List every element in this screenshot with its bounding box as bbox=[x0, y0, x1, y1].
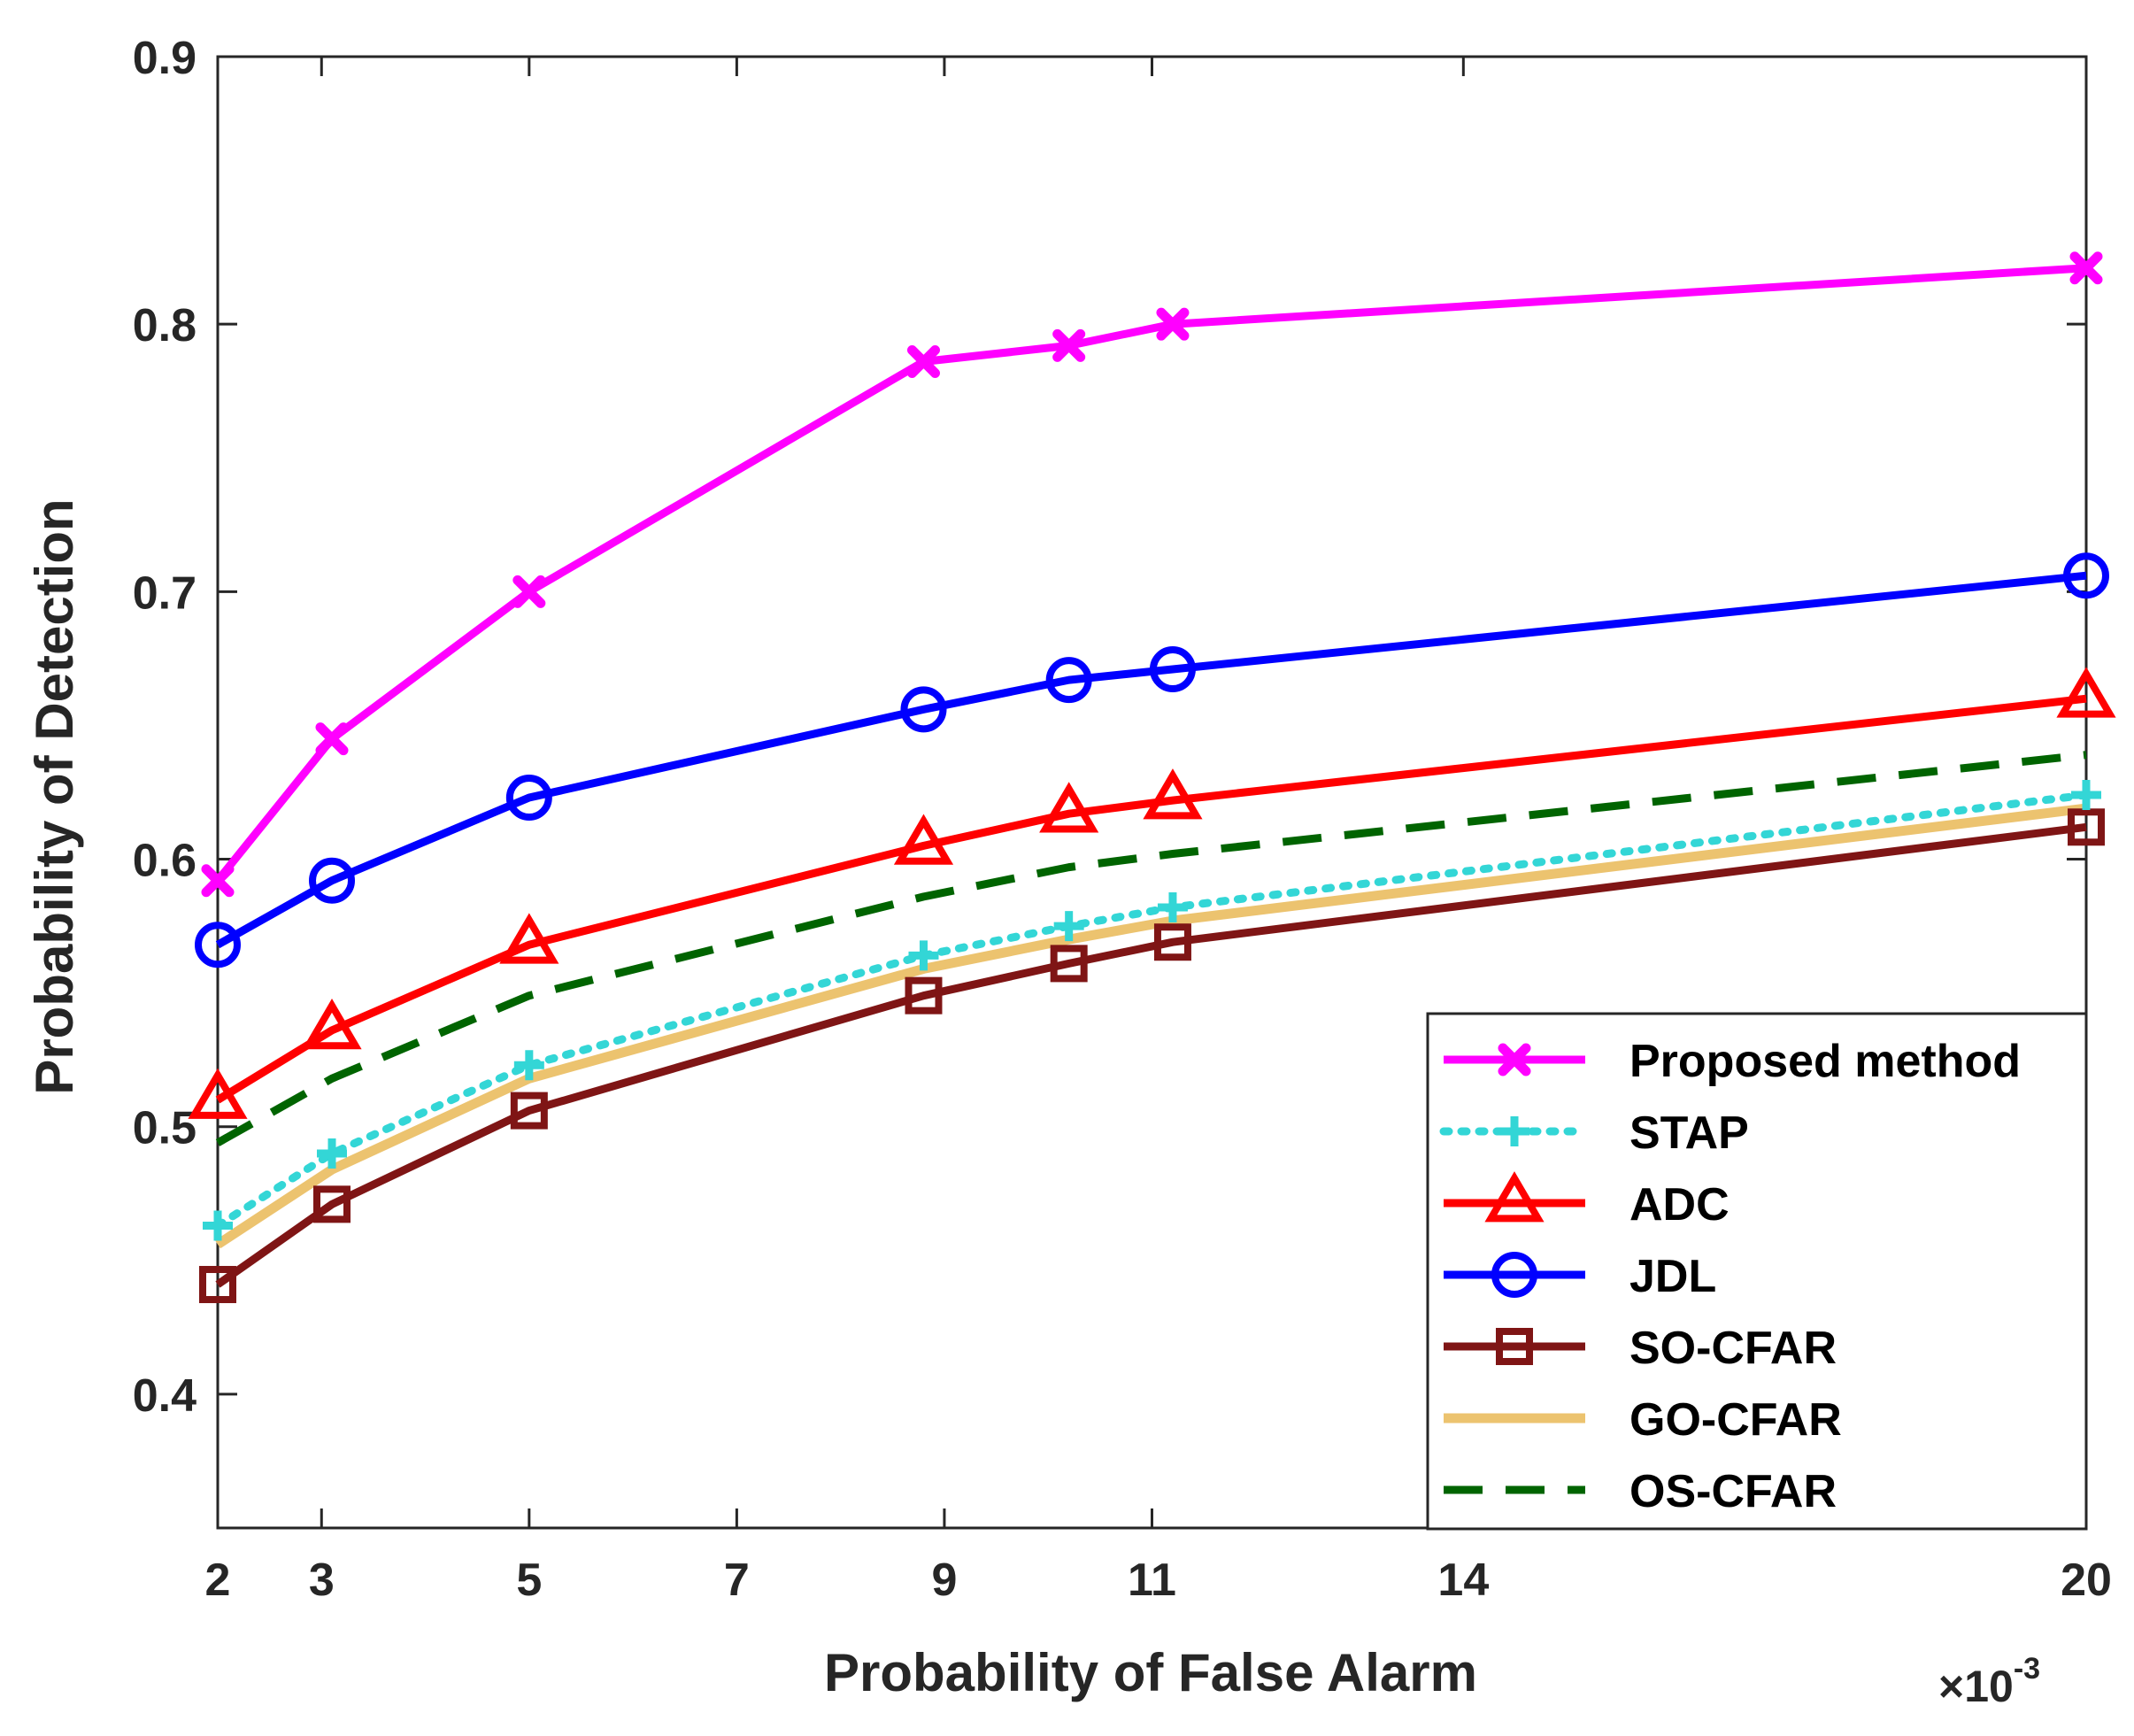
data-point-stap bbox=[1053, 911, 1084, 942]
legend-entry-so-cfar: SO-CFAR bbox=[1444, 1323, 1837, 1374]
data-point-proposed-method bbox=[1052, 328, 1086, 362]
legend-entry-go-cfar: GO-CFAR bbox=[1444, 1394, 1842, 1446]
data-point-so-cfar bbox=[199, 1266, 236, 1304]
x-axis-multiplier-exponent: -3 bbox=[2014, 1652, 2040, 1686]
legend-label-so-cfar: SO-CFAR bbox=[1629, 1323, 1837, 1374]
legend-entry-proposed-method: Proposed method bbox=[1444, 1036, 2021, 1087]
y-axis-label: Probability of Detection bbox=[25, 498, 84, 1094]
data-point-stap bbox=[1157, 891, 1188, 922]
legend-marker-proposed-method bbox=[1498, 1043, 1531, 1076]
y-tick-label: 0.4 bbox=[133, 1370, 196, 1422]
data-point-jdl bbox=[195, 922, 241, 968]
data-point-adc bbox=[499, 913, 559, 964]
series-line-os-cfar bbox=[215, 751, 2087, 1146]
data-point-jdl bbox=[900, 686, 947, 733]
legend-marker-jdl bbox=[1491, 1252, 1537, 1298]
y-tick-label: 0.7 bbox=[133, 567, 196, 619]
legend-marker-so-cfar bbox=[1496, 1328, 1533, 1365]
data-point-adc bbox=[1143, 768, 1203, 820]
data-point-so-cfar bbox=[1050, 945, 1088, 983]
series-stap bbox=[203, 780, 2101, 1241]
series-adc bbox=[188, 667, 2116, 1119]
x-tick-label: 3 bbox=[309, 1555, 335, 1606]
legend-marker-adc bbox=[1484, 1171, 1545, 1223]
y-tick-label: 0.8 bbox=[133, 300, 196, 351]
data-point-so-cfar bbox=[905, 976, 943, 1015]
legend-entry-adc: ADC bbox=[1444, 1171, 1730, 1231]
data-point-jdl bbox=[309, 857, 356, 904]
data-point-adc bbox=[2056, 667, 2116, 718]
data-point-stap bbox=[513, 1050, 544, 1081]
legend-label-adc: ADC bbox=[1629, 1179, 1730, 1231]
y-tick-label: 0.9 bbox=[133, 33, 196, 84]
x-tick-label: 20 bbox=[2061, 1555, 2112, 1606]
series-line-adc bbox=[215, 694, 2087, 1104]
data-point-jdl bbox=[505, 775, 552, 822]
legend-entry-jdl: JDL bbox=[1444, 1251, 1716, 1302]
legend-entry-os-cfar: OS-CFAR bbox=[1444, 1466, 1837, 1517]
data-point-stap bbox=[908, 940, 939, 971]
x-tick-label: 9 bbox=[931, 1555, 957, 1606]
series-layer bbox=[188, 251, 2116, 1304]
legend-label-proposed-method: Proposed method bbox=[1629, 1036, 2021, 1087]
data-point-proposed-method bbox=[512, 575, 546, 608]
series-proposed-method bbox=[201, 251, 2103, 898]
x-axis-label: Probability of False Alarm bbox=[824, 1643, 1477, 1702]
series-line-so-cfar bbox=[215, 822, 2087, 1288]
data-point-so-cfar bbox=[1153, 923, 1191, 961]
data-point-adc bbox=[893, 814, 954, 865]
data-point-so-cfar bbox=[510, 1092, 548, 1130]
series-line-jdl bbox=[215, 571, 2087, 949]
legend: Proposed method STAP ADC JDL SO-CFAR GO-CFAR O… bbox=[1426, 1012, 2088, 1531]
y-tick-label: 0.5 bbox=[133, 1103, 196, 1154]
legend-label-stap: STAP bbox=[1629, 1107, 1749, 1159]
legend-label-jdl: JDL bbox=[1629, 1251, 1716, 1302]
x-axis-multiplier: ×10-3 bbox=[1938, 1652, 2040, 1711]
data-point-adc bbox=[188, 1068, 248, 1119]
data-point-so-cfar bbox=[313, 1185, 351, 1223]
data-point-proposed-method bbox=[315, 722, 349, 756]
data-point-adc bbox=[302, 999, 362, 1050]
data-point-stap bbox=[317, 1138, 348, 1169]
data-point-jdl bbox=[1045, 657, 1092, 704]
data-point-proposed-method bbox=[906, 344, 940, 378]
legend-entry-stap: STAP bbox=[1439, 1107, 1749, 1159]
data-point-proposed-method bbox=[201, 864, 235, 898]
data-point-adc bbox=[1039, 782, 1099, 833]
data-point-jdl bbox=[1149, 645, 1196, 692]
x-tick-label: 7 bbox=[724, 1555, 750, 1606]
series-so-cfar bbox=[199, 808, 2105, 1304]
axes: 2 3 5 7 9 11 14 20 0.4 0.5 0.6 0.7 0.8 0.9 bbox=[133, 33, 2112, 1606]
x-tick-label: 14 bbox=[1437, 1555, 1489, 1606]
x-axis-multiplier-base: ×10 bbox=[1938, 1662, 2014, 1711]
data-point-proposed-method bbox=[1156, 307, 1190, 341]
x-tick-label: 11 bbox=[1128, 1555, 1176, 1606]
legend-label-os-cfar: OS-CFAR bbox=[1629, 1466, 1837, 1517]
x-tick-label: 5 bbox=[516, 1555, 542, 1606]
data-point-jdl bbox=[2063, 552, 2109, 599]
legend-marker-stap bbox=[1499, 1116, 1529, 1146]
data-point-stap bbox=[203, 1210, 233, 1241]
y-tick-label: 0.6 bbox=[133, 836, 196, 887]
data-point-so-cfar bbox=[2068, 808, 2105, 846]
series-os-cfar bbox=[215, 751, 2087, 1146]
legend-box bbox=[1426, 1012, 2088, 1531]
x-tick-label: 2 bbox=[205, 1555, 231, 1606]
series-jdl bbox=[195, 552, 2109, 968]
legend-label-go-cfar: GO-CFAR bbox=[1629, 1394, 1842, 1446]
data-point-proposed-method bbox=[2069, 251, 2103, 285]
data-point-stap bbox=[2071, 780, 2101, 811]
